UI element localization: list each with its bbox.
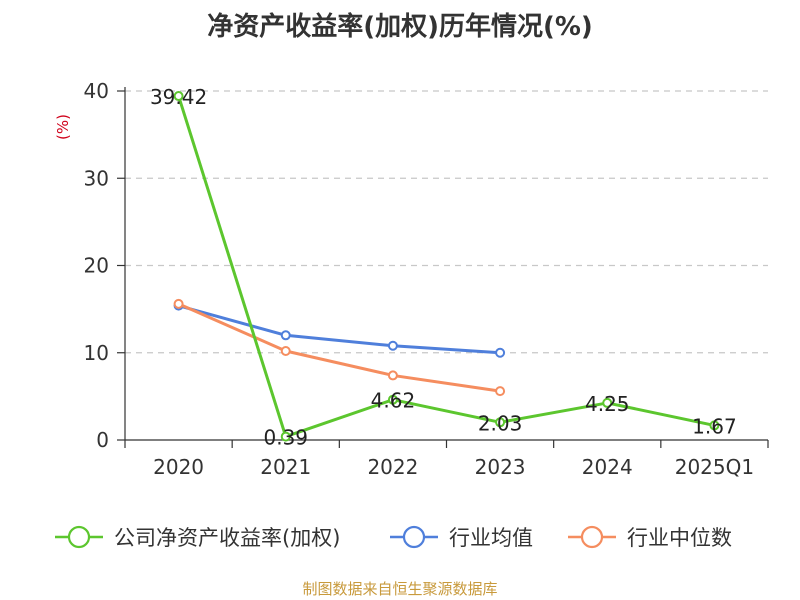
data-label-2022: 4.62 xyxy=(371,389,416,413)
source-note: 制图数据来自恒生聚源数据库 xyxy=(302,580,498,598)
data-label-2021: 0.39 xyxy=(263,426,308,450)
legend-marker-0 xyxy=(67,525,91,549)
y-tick-label: 10 xyxy=(84,341,109,365)
x-tick-label-2020: 2020 xyxy=(153,455,204,479)
data-label-2023: 2.03 xyxy=(478,411,523,435)
x-tick-label-2025Q1: 2025Q1 xyxy=(675,455,754,479)
y-tick-label: 0 xyxy=(96,428,109,452)
data-point-1-2021 xyxy=(280,330,291,341)
data-label-2025Q1: 1.67 xyxy=(692,414,737,438)
y-tick-label: 40 xyxy=(84,79,109,103)
x-tick-label-2021: 2021 xyxy=(260,455,311,479)
data-point-2-2020 xyxy=(173,298,184,309)
series-line-1 xyxy=(178,304,501,355)
series-line-2 xyxy=(177,302,501,393)
legend-label-0: 公司净资产收益率(加权) xyxy=(114,526,340,550)
data-point-2-2021 xyxy=(280,346,291,357)
x-tick-label-2023: 2023 xyxy=(475,455,526,479)
legend-label-1: 行业均值 xyxy=(449,526,533,550)
data-point-2-2022 xyxy=(387,370,398,381)
series-line-0 xyxy=(177,95,715,439)
data-point-1-2023 xyxy=(495,347,506,358)
data-label-2020: 39.42 xyxy=(150,85,207,109)
x-tick-label-2022: 2022 xyxy=(367,455,418,479)
data-point-0-2021 xyxy=(280,431,291,442)
x-tick-label-2024: 2024 xyxy=(582,455,633,479)
data-point-0-2024 xyxy=(602,397,613,408)
legend-marker-1 xyxy=(402,525,426,549)
chart-title: 净资产收益率(加权)历年情况(%) xyxy=(207,12,593,42)
data-point-0-2022 xyxy=(387,394,398,405)
data-point-0-2023 xyxy=(495,417,506,428)
y-axis-unit-label: (%) xyxy=(54,114,72,140)
data-point-0-2025Q1 xyxy=(709,420,720,431)
legend-label-2: 行业中位数 xyxy=(627,526,732,550)
data-point-1-2022 xyxy=(387,340,398,351)
y-tick-label: 20 xyxy=(84,254,109,278)
y-tick-label: 30 xyxy=(84,166,109,190)
legend-marker-2 xyxy=(580,525,604,549)
data-label-2024: 4.25 xyxy=(585,392,630,416)
data-point-0-2020 xyxy=(173,91,184,102)
data-point-2-2023 xyxy=(495,386,506,397)
